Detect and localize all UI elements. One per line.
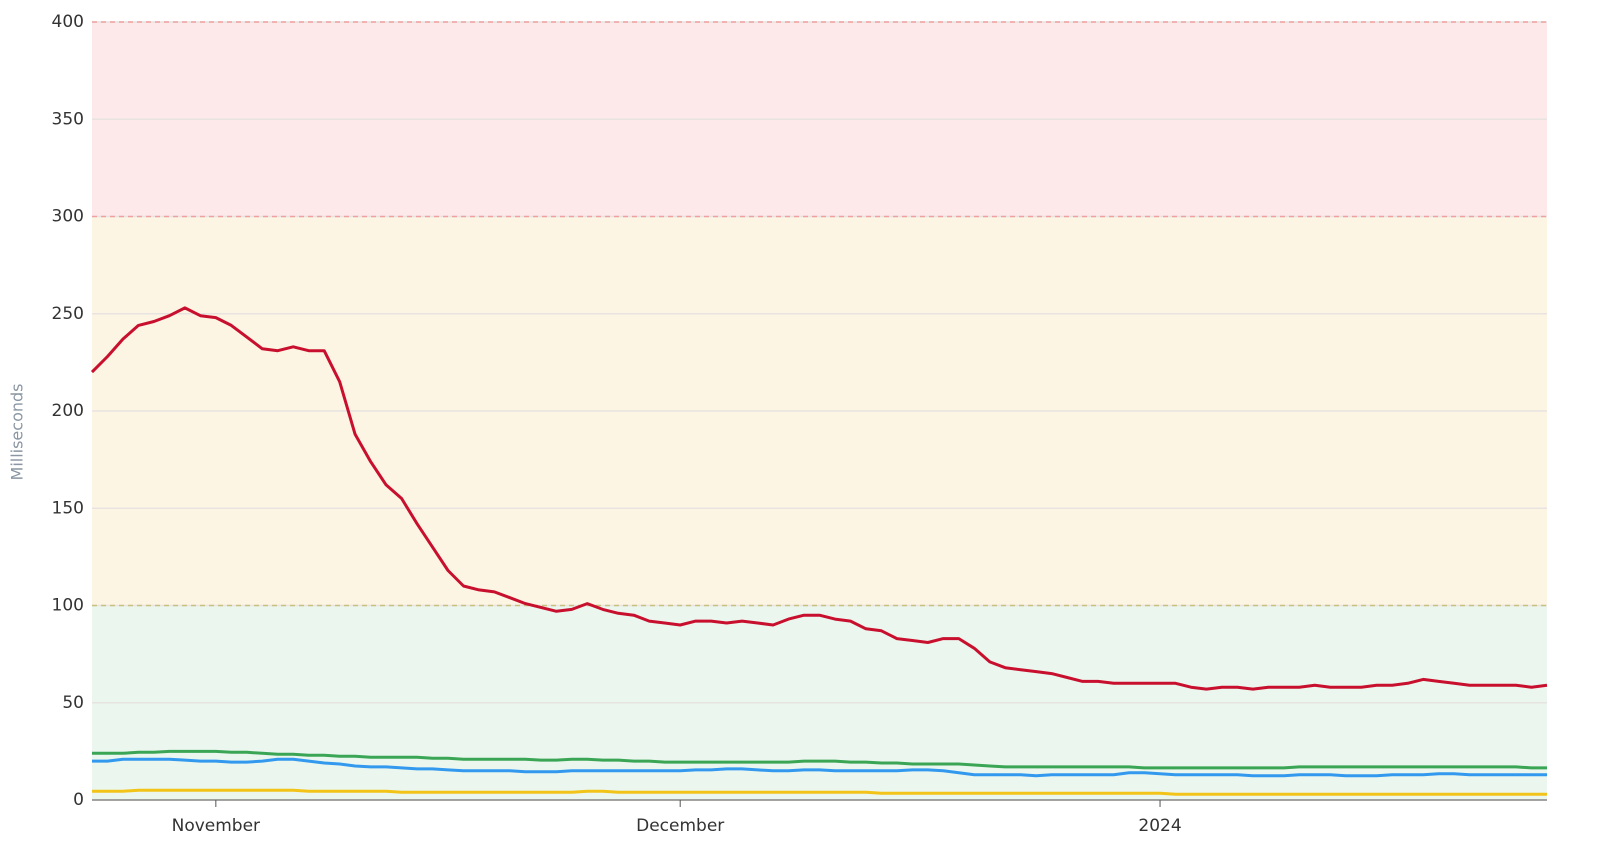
y-tick-label: 350 [52, 109, 84, 129]
series-line [90, 306, 1548, 691]
series-line [92, 749, 1547, 770]
x-tick-label: December [636, 816, 724, 836]
y-tick-label: 400 [52, 12, 84, 32]
y-tick-label: 150 [52, 498, 84, 518]
y-tick-label: 50 [62, 693, 84, 713]
y-tick-label: 200 [52, 401, 84, 421]
y-tick-label: 100 [52, 596, 84, 616]
y-axis-title: Milliseconds [8, 384, 27, 481]
x-tick-label: November [172, 816, 260, 836]
series-line [92, 757, 1547, 778]
series-line [92, 788, 1547, 796]
y-tick-label: 250 [52, 304, 84, 324]
y-tick-label: 300 [52, 207, 84, 227]
x-tick-label: 2024 [1138, 816, 1181, 836]
y-tick-label: 0 [73, 790, 84, 810]
